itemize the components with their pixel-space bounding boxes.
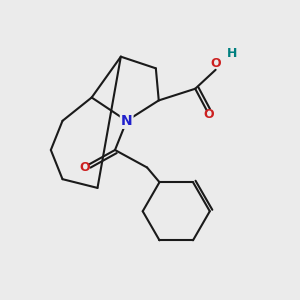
Text: O: O — [210, 58, 221, 70]
Text: O: O — [203, 109, 214, 122]
Text: H: H — [226, 47, 237, 60]
Text: O: O — [79, 161, 90, 174]
Text: N: N — [121, 114, 133, 128]
